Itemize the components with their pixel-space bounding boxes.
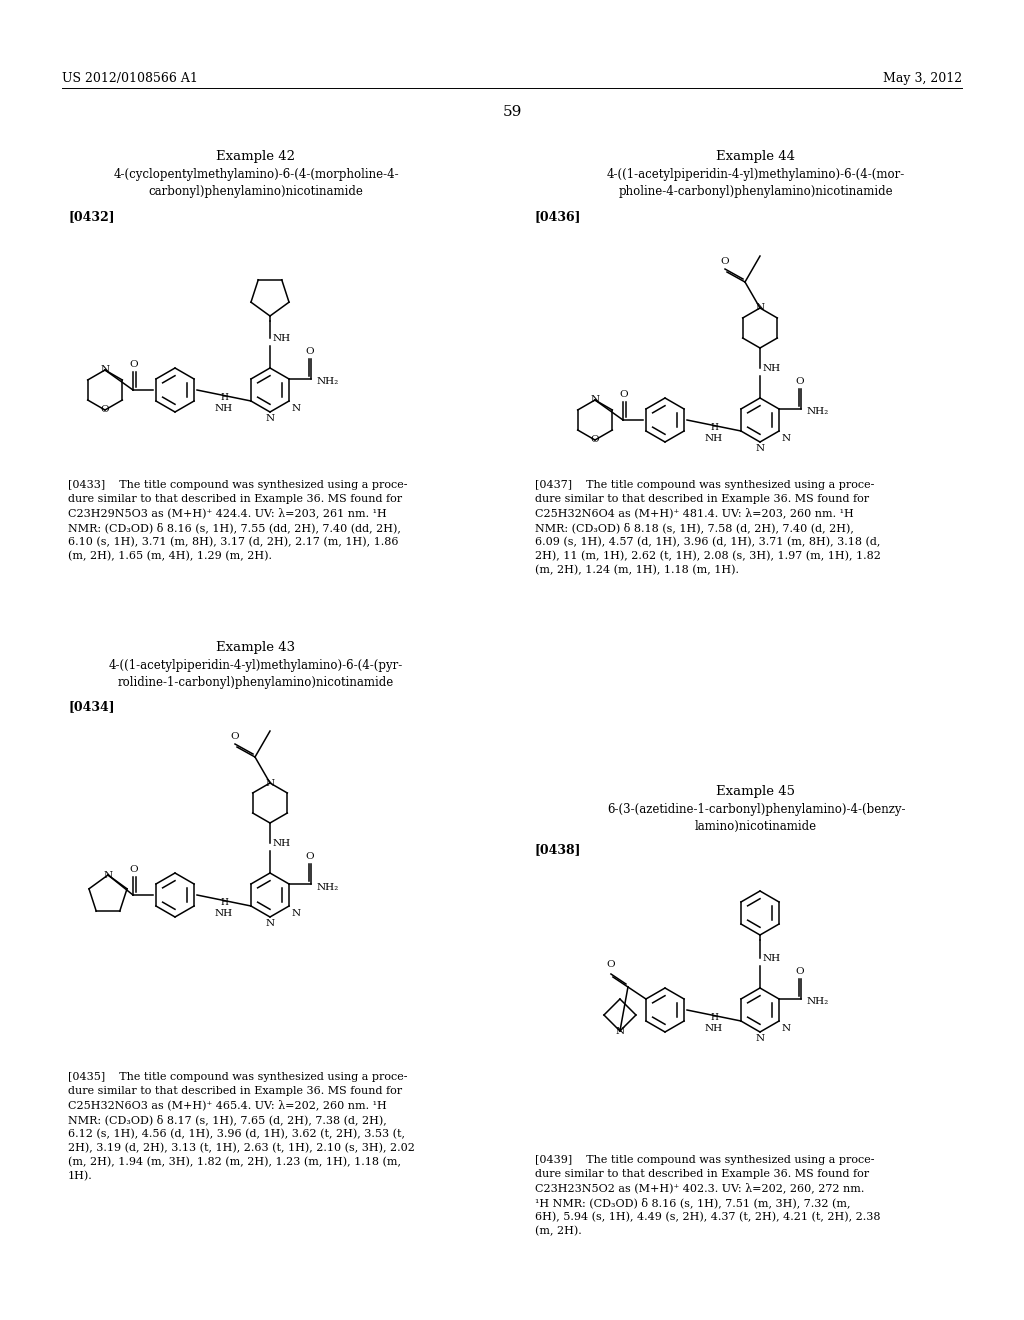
Text: 4-(cyclopentylmethylamino)-6-(4-(morpholine-4-
carbonyl)phenylamino)nicotinamide: 4-(cyclopentylmethylamino)-6-(4-(morphol… — [114, 168, 398, 198]
Text: N: N — [291, 909, 300, 917]
Text: [0437]    The title compound was synthesized using a proce-
dure similar to that: [0437] The title compound was synthesize… — [535, 480, 881, 576]
Text: H: H — [220, 393, 228, 403]
Text: Example 42: Example 42 — [216, 150, 296, 162]
Text: [0435]    The title compound was synthesized using a proce-
dure similar to that: [0435] The title compound was synthesize… — [68, 1072, 415, 1181]
Text: Example 44: Example 44 — [717, 150, 796, 162]
Text: NH₂: NH₂ — [316, 883, 338, 891]
Text: 59: 59 — [503, 106, 521, 119]
Text: [0434]: [0434] — [68, 700, 115, 713]
Text: O: O — [591, 436, 599, 445]
Text: N: N — [265, 779, 274, 788]
Text: NH: NH — [705, 1024, 723, 1034]
Text: N: N — [756, 1034, 765, 1043]
Text: NH: NH — [215, 404, 233, 413]
Text: N: N — [265, 414, 274, 422]
Text: H: H — [220, 898, 228, 907]
Text: May 3, 2012: May 3, 2012 — [883, 73, 962, 84]
Text: O: O — [306, 851, 314, 861]
Text: [0433]    The title compound was synthesized using a proce-
dure similar to that: [0433] The title compound was synthesize… — [68, 480, 408, 561]
Text: N: N — [615, 1027, 625, 1035]
Text: NH: NH — [763, 364, 781, 374]
Text: NH: NH — [763, 954, 781, 964]
Text: 4-((1-acetylpiperidin-4-yl)methylamino)-6-(4-(pyr-
rolidine-1-carbonyl)phenylami: 4-((1-acetylpiperidin-4-yl)methylamino)-… — [109, 659, 403, 689]
Text: NH: NH — [273, 334, 291, 343]
Text: N: N — [103, 870, 113, 879]
Text: 4-((1-acetylpiperidin-4-yl)methylamino)-6-(4-(mor-
pholine-4-carbonyl)phenylamin: 4-((1-acetylpiperidin-4-yl)methylamino)-… — [607, 168, 905, 198]
Text: NH: NH — [705, 434, 723, 444]
Text: O: O — [230, 733, 240, 741]
Text: O: O — [796, 968, 805, 975]
Text: O: O — [606, 960, 615, 969]
Text: NH₂: NH₂ — [316, 378, 338, 387]
Text: Example 43: Example 43 — [216, 642, 296, 653]
Text: N: N — [756, 304, 765, 313]
Text: O: O — [100, 405, 110, 414]
Text: H: H — [710, 1012, 718, 1022]
Text: NH₂: NH₂ — [806, 998, 828, 1006]
Text: H: H — [710, 422, 718, 432]
Text: O: O — [130, 865, 138, 874]
Text: O: O — [721, 257, 729, 267]
Text: O: O — [620, 389, 629, 399]
Text: US 2012/0108566 A1: US 2012/0108566 A1 — [62, 73, 198, 84]
Text: N: N — [591, 396, 600, 404]
Text: NH₂: NH₂ — [806, 408, 828, 417]
Text: NH: NH — [215, 909, 233, 917]
Text: N: N — [781, 1024, 791, 1034]
Text: O: O — [306, 347, 314, 356]
Text: N: N — [781, 434, 791, 444]
Text: 6-(3-(azetidine-1-carbonyl)phenylamino)-4-(benzy-
lamino)nicotinamide: 6-(3-(azetidine-1-carbonyl)phenylamino)-… — [607, 803, 905, 833]
Text: N: N — [756, 444, 765, 453]
Text: Example 45: Example 45 — [717, 785, 796, 799]
Text: NH: NH — [273, 840, 291, 847]
Text: N: N — [100, 366, 110, 375]
Text: [0439]    The title compound was synthesized using a proce-
dure similar to that: [0439] The title compound was synthesize… — [535, 1155, 881, 1237]
Text: N: N — [265, 919, 274, 928]
Text: [0436]: [0436] — [535, 210, 582, 223]
Text: N: N — [291, 404, 300, 413]
Text: [0432]: [0432] — [68, 210, 115, 223]
Text: [0438]: [0438] — [535, 843, 582, 855]
Text: O: O — [796, 378, 805, 385]
Text: O: O — [130, 360, 138, 370]
